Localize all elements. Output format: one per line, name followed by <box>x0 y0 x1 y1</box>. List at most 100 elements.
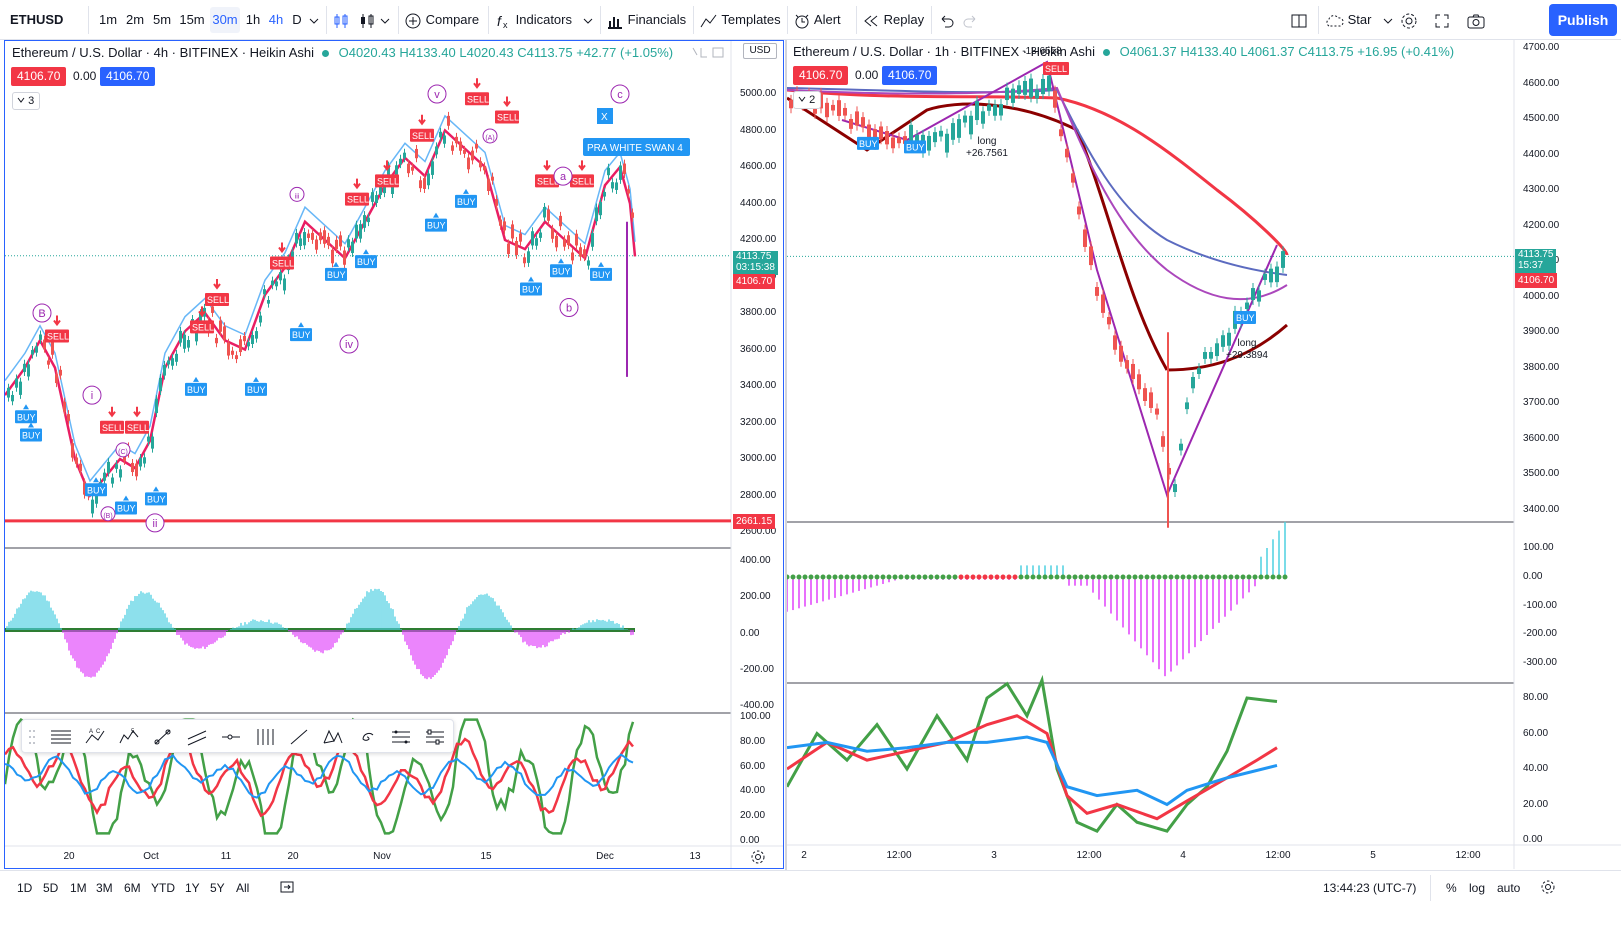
alert-button[interactable]: Alert <box>793 7 841 33</box>
financials-button[interactable]: Financials <box>606 7 686 33</box>
interval-4h[interactable]: 4h <box>268 12 284 27</box>
pane-controls[interactable] <box>689 45 729 62</box>
sell-signal-label: SELL <box>497 113 519 123</box>
range-all[interactable]: All <box>236 881 250 895</box>
buy-price-button[interactable]: 4106.70 <box>882 66 938 85</box>
sell-signal-label: SELL <box>347 195 369 205</box>
undo-icon <box>941 15 954 28</box>
trend-angle-tool[interactable] <box>152 727 172 747</box>
settings-button[interactable] <box>1400 7 1418 33</box>
short-ma-line <box>787 86 1288 301</box>
elliott-wave-tool[interactable]: 5 <box>118 727 139 747</box>
candle-body <box>1071 173 1075 183</box>
vertical-lines-tool[interactable] <box>254 727 274 747</box>
interval-d[interactable]: D <box>292 12 302 27</box>
sell-price-button[interactable]: 4106.70 <box>11 67 67 86</box>
fib-retracement-tool[interactable] <box>50 727 71 747</box>
pane-divider[interactable] <box>785 40 787 870</box>
range-5d[interactable]: 5D <box>43 881 59 895</box>
save-layout-button[interactable]: Star <box>1324 7 1393 33</box>
buy-price-button[interactable]: 4106.70 <box>100 67 156 86</box>
templates-button[interactable]: Templates <box>700 7 781 33</box>
range-1m[interactable]: 1M <box>70 881 87 895</box>
interval-15m[interactable]: 15m <box>179 12 205 27</box>
interval-dropdown[interactable] <box>309 7 319 33</box>
left-ask-price: 4106.70 <box>733 274 776 289</box>
xabcd-pattern-tool[interactable] <box>322 727 343 747</box>
chart-settings-button[interactable] <box>750 849 766 868</box>
mid-ma-line <box>787 87 1288 276</box>
symbol-search[interactable]: ETHUSD <box>4 7 84 33</box>
candle-body <box>559 215 562 227</box>
fullscreen-button[interactable] <box>1434 7 1450 33</box>
candle-body <box>1173 484 1177 493</box>
interval-30m[interactable]: 30m <box>210 7 240 33</box>
candle-body <box>503 221 506 231</box>
drag-handle[interactable] <box>28 727 36 747</box>
timezone-clock[interactable]: 13:44:23 (UTC-7) <box>1323 881 1417 895</box>
right-chart-pane[interactable]: Ethereum / U.S. Dollar · 1h · BITFINEX ·… <box>787 40 1621 869</box>
templates-dropdown[interactable] <box>583 7 593 33</box>
range-6m[interactable]: 6M <box>124 881 141 895</box>
bottom-settings-button[interactable] <box>1540 879 1556 897</box>
left-chart-pane[interactable]: Ethereum / U.S. Dollar · 4h · BITFINEX ·… <box>4 40 784 869</box>
price-axis-label: 200.00 <box>740 591 771 603</box>
chart-type-button[interactable] <box>358 7 390 33</box>
candle-body <box>455 136 458 144</box>
candle-body <box>187 340 190 348</box>
buy-signal-label: BUY <box>327 270 346 280</box>
layout-button[interactable] <box>1290 7 1308 33</box>
range-5y[interactable]: 5Y <box>210 881 225 895</box>
time-axis-label: 20 <box>63 851 75 862</box>
sell-signal-label: SELL <box>192 322 214 332</box>
parallel-channel-tool[interactable] <box>186 727 207 747</box>
horizontal-ray-tool[interactable] <box>220 727 240 747</box>
snapshot-button[interactable] <box>1466 7 1486 33</box>
trend-line-tool[interactable] <box>288 727 308 747</box>
range-1d[interactable]: 1D <box>17 881 33 895</box>
indicators-collapse-button[interactable]: 3 <box>12 92 40 110</box>
time-axis-label: 4 <box>1180 850 1186 861</box>
position-tool[interactable] <box>390 727 410 747</box>
currency-selector[interactable]: USD <box>743 43 777 59</box>
zero-dot <box>988 574 994 580</box>
compare-button[interactable]: Compare <box>404 7 479 33</box>
indicators-collapse-button[interactable]: 2 <box>793 91 821 109</box>
sell-price-button[interactable]: 4106.70 <box>793 66 849 85</box>
currency-label: USD <box>749 45 771 56</box>
range-3m[interactable]: 3M <box>96 881 113 895</box>
log-scale-toggle[interactable]: log <box>1469 881 1486 895</box>
publish-button[interactable]: Publish <box>1549 4 1617 36</box>
price-axis-label: 3000.00 <box>740 453 777 464</box>
price-axis-label: -200.00 <box>1523 628 1557 640</box>
interval-1m[interactable]: 1m <box>98 12 118 27</box>
percent-scale-toggle[interactable]: % <box>1446 881 1457 895</box>
wave-label-marker <box>100 506 116 522</box>
interval-2m[interactable]: 2m <box>125 12 145 27</box>
candle-body <box>383 184 386 194</box>
go-to-date-button[interactable] <box>279 879 295 897</box>
buy-signal <box>425 218 447 232</box>
spiral-tool[interactable] <box>356 727 376 747</box>
candle-body <box>395 165 398 180</box>
interval-1h[interactable]: 1h <box>245 12 261 27</box>
buy-signal <box>550 264 572 278</box>
range-ytd[interactable]: YTD <box>151 881 175 895</box>
replay-button[interactable]: Replay <box>862 7 924 33</box>
zero-dot <box>787 574 790 580</box>
bar-style-button[interactable] <box>332 7 350 33</box>
candle-body <box>91 499 94 514</box>
time-axis-label: 5 <box>1370 850 1376 861</box>
undo-button[interactable] <box>938 7 954 33</box>
zero-dot <box>922 574 928 580</box>
annotation-label: PRA WHITE SWAN 4 <box>587 143 683 154</box>
price-axis-label: 3500.00 <box>1523 468 1560 480</box>
auto-scale-toggle[interactable]: auto <box>1497 881 1521 895</box>
interval-5m[interactable]: 5m <box>152 12 172 27</box>
redo-button[interactable] <box>963 7 979 33</box>
chevron-down-icon <box>17 97 25 103</box>
range-1y[interactable]: 1Y <box>185 881 200 895</box>
settings-lines-tool[interactable] <box>424 727 444 747</box>
